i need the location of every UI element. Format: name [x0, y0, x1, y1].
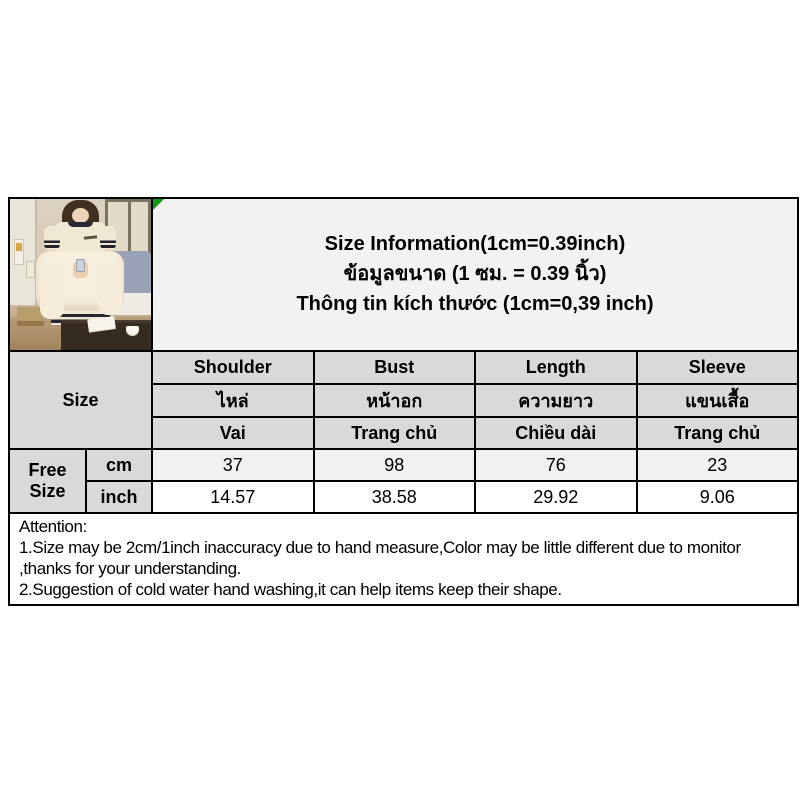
- photo-wooden-stool: [17, 307, 44, 326]
- col-header-sleeve: Sleeve: [635, 350, 799, 385]
- col-header-length: Length: [474, 350, 638, 385]
- value-sleeve-cm: 23: [635, 448, 799, 482]
- photo-wall-art: [14, 239, 24, 265]
- title-english: Size Information(1cm=0.39inch): [324, 233, 626, 255]
- photo-wall-art-small: [26, 261, 35, 278]
- col-header-shoulder: Shoulder: [151, 350, 315, 385]
- photo-window-bar: [128, 199, 131, 261]
- col-header-bust-thai: หน้าอก: [312, 383, 476, 418]
- size-label-cell: Size: [8, 350, 153, 450]
- photo-cup-on-table: [126, 326, 139, 334]
- product-photo: [10, 199, 153, 350]
- photo-phone-in-hands: [76, 259, 85, 272]
- col-header-shoulder-thai: ไหล่: [151, 383, 315, 418]
- attention-line-2: ,thanks for your understanding.: [19, 559, 241, 578]
- header-row: Size Information(1cm=0.39inch) ข้อมูลขนา…: [8, 197, 799, 350]
- col-header-bust-vietnamese: Trang chủ: [312, 416, 476, 450]
- size-chart-sheet: Size Information(1cm=0.39inch) ข้อมูลขนา…: [8, 197, 799, 606]
- value-sleeve-inch: 9.06: [635, 480, 799, 514]
- title-thai: ข้อมูลขนาด (1 ซม. = 0.39 นิ้ว): [343, 263, 607, 285]
- photo-dress-hem-stripes: [51, 314, 110, 325]
- table-row: Size Shoulder Bust Length Sleeve: [8, 350, 799, 450]
- photo-cardigan-left-panel: [40, 269, 64, 319]
- value-length-inch: 29.92: [474, 480, 638, 514]
- col-header-bust: Bust: [312, 350, 476, 385]
- value-length-cm: 76: [474, 448, 638, 482]
- col-header-sleeve-vietnamese: Trang chủ: [635, 416, 799, 450]
- table-row: ไหล่ หน้าอก ความยาว แขนเสื้อ: [9, 383, 799, 418]
- free-size-label-cell: Free Size: [8, 448, 87, 514]
- table-row: inch 14.57 38.58 29.92 9.06: [9, 480, 799, 514]
- col-header-sleeve-thai: แขนเสื้อ: [635, 383, 799, 418]
- unit-cm-cell: cm: [85, 448, 153, 482]
- attention-line-3: 2.Suggestion of cold water hand washing,…: [19, 580, 562, 599]
- value-shoulder-cm: 37: [151, 448, 315, 482]
- col-header-length-thai: ความยาว: [474, 383, 638, 418]
- photo-model-face: [72, 208, 89, 223]
- attention-heading: Attention:: [19, 517, 87, 536]
- value-shoulder-inch: 14.57: [151, 480, 315, 514]
- title-vietnamese: Thông tin kích thước (1cm=0,39 inch): [296, 293, 654, 315]
- size-table: Size Shoulder Bust Length Sleeve ไหล่ หน…: [8, 350, 799, 514]
- size-information-title-cell: Size Information(1cm=0.39inch) ข้อมูลขนา…: [153, 199, 797, 350]
- table-row: Vai Trang chủ Chiều dài Trang chủ: [9, 416, 799, 450]
- value-bust-cm: 98: [312, 448, 476, 482]
- unit-inch-cell: inch: [85, 480, 153, 514]
- excel-corner-marker-icon: [153, 199, 164, 210]
- photo-wall-art-detail: [16, 243, 22, 251]
- photo-cardigan-right-panel: [98, 267, 122, 315]
- col-header-length-vietnamese: Chiều dài: [474, 416, 638, 450]
- col-header-shoulder-vietnamese: Vai: [151, 416, 315, 450]
- attention-notes: Attention: 1.Size may be 2cm/1inch inacc…: [8, 514, 799, 606]
- photo-right-sleeve-striped-cuff: [100, 226, 116, 250]
- value-bust-inch: 38.58: [312, 480, 476, 514]
- photo-dress-collar-stripe: [68, 222, 93, 227]
- photo-left-sleeve-striped-cuff: [44, 226, 60, 250]
- table-row: Free Size cm 37 98 76 23: [8, 448, 799, 514]
- attention-line-1: 1.Size may be 2cm/1inch inaccuracy due t…: [19, 538, 741, 557]
